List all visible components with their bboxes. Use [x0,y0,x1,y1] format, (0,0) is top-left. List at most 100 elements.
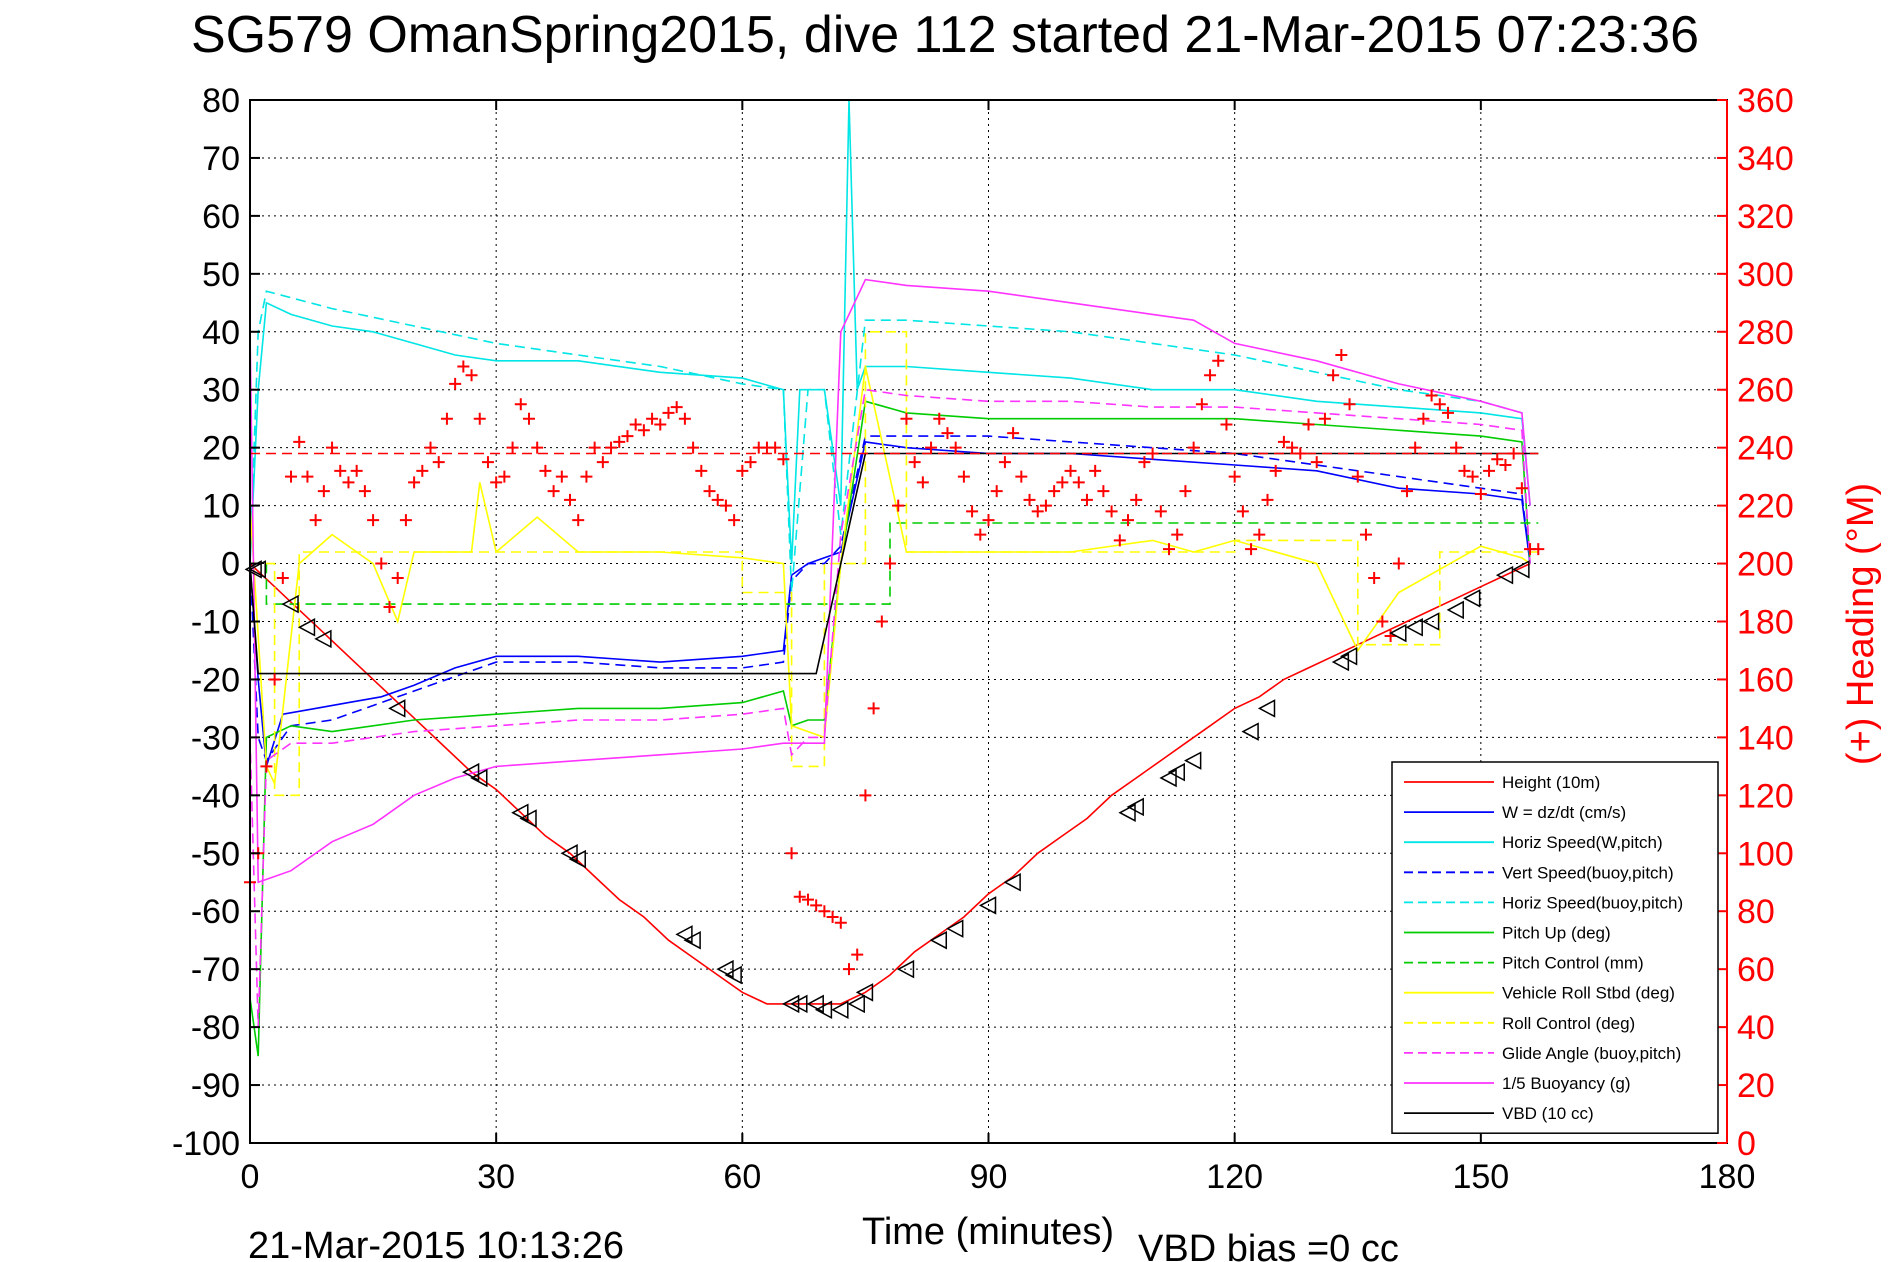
heading-point [564,493,577,506]
heading-point [1154,505,1167,518]
heading-point [605,441,618,454]
heading-point [1097,485,1110,498]
heading-point [375,557,388,570]
series-line [249,400,1531,1057]
y2-tick-label: 80 [1737,893,1775,931]
depth-point [929,930,948,950]
heading-point [449,377,462,390]
heading-point [1499,459,1512,472]
heading-point [966,505,979,518]
heading-point [621,430,634,443]
heading-point [974,528,987,541]
y-tick-label: 30 [202,372,240,410]
depth-point [847,994,865,1014]
series-5 [249,400,1531,1057]
y2-tick-label: 0 [1737,1125,1756,1163]
heading-point [285,470,298,483]
series-line [249,99,1531,564]
heading-point [383,601,396,614]
heading-point [1113,534,1126,547]
legend-label: Roll Control (deg) [1502,1014,1635,1033]
depth-point [1463,589,1481,608]
y-tick-label: 40 [202,314,240,352]
heading-point [440,412,453,425]
y-tick-label: 80 [202,82,240,120]
heading-point [613,435,626,448]
heading-point [957,470,970,483]
heading-point [531,441,544,454]
depth-point [1446,600,1464,620]
heading-point [1515,482,1528,495]
heading-point [539,464,552,477]
y-tick-label: 10 [202,488,240,526]
depth-point [724,965,742,985]
y-tick-label: -90 [191,1067,240,1105]
heading-point [1474,488,1487,501]
heading-point [1072,476,1085,489]
heading-point [465,369,478,382]
heading-point [711,493,724,506]
y2-axis-label: (+) Heading (°M) [1840,483,1882,765]
heading-point [342,476,355,489]
heading-point [1064,464,1077,477]
heading-point [367,514,380,527]
legend-label: Vert Speed(buoy,pitch) [1502,863,1674,882]
heading-point [728,514,741,527]
heading-point [1138,456,1151,469]
y-axis-ticks: 80 70 60 50 40 30 20 10 0 -10 -20 -30 -40 -50 -60 -70 -8… [172,82,260,1163]
depth-point [1167,762,1185,782]
y2-tick-label: 240 [1737,430,1794,468]
heading-point [998,456,1011,469]
heading-point [514,398,527,411]
legend-label: Horiz Speed(buoy,pitch) [1502,893,1683,912]
depth-point [1257,699,1276,718]
depth-point [675,925,693,944]
heading-point [646,412,659,425]
heading-point [1171,528,1184,541]
heading-point [1121,514,1134,527]
heading-point [481,456,494,469]
heading-point [744,456,757,469]
heading-point [309,514,322,527]
heading-point [490,476,503,489]
heading-point [818,905,831,918]
heading-point [1483,464,1496,477]
legend-label: Pitch Control (mm) [1502,954,1644,973]
y-tick-label: 0 [221,546,240,584]
heading-point [637,424,650,437]
heading-point [1236,505,1249,518]
depth-point [568,849,586,869]
legend-label: Height (10m) [1502,773,1600,792]
heading-point [408,476,421,489]
depth-point [297,618,316,637]
y-tick-label: -50 [191,835,240,873]
depth-point [1159,768,1177,788]
y-tick-label: 60 [202,198,240,236]
series-line [249,452,1539,675]
heading-point [859,789,872,802]
heading-point [629,418,642,431]
heading-point [596,456,609,469]
series-11 [249,452,1539,675]
heading-point [1532,543,1545,556]
x-axis-label: Time (minutes) [862,1211,1114,1253]
chart-title: SG579 OmanSpring2015, dive 112 started 2… [191,6,1699,64]
footer-vbd-bias: VBD bias =0 cc [1138,1228,1399,1262]
heading-point [1425,389,1438,402]
legend-label: Horiz Speed(W,pitch) [1502,833,1663,852]
heading-point [801,893,814,906]
heading-point [1318,412,1331,425]
heading-point [1023,493,1036,506]
heading-point [826,911,839,924]
series-4 [249,290,1531,593]
heading-point [1343,398,1356,411]
depth-point [831,1000,849,1019]
y2-tick-label: 40 [1737,1009,1775,1047]
depth-point [1003,873,1021,892]
x-tick-label: 0 [241,1158,260,1196]
series-line [249,366,1531,787]
heading-point [1368,572,1381,585]
heading-point [260,760,273,773]
series-line [249,435,1531,763]
